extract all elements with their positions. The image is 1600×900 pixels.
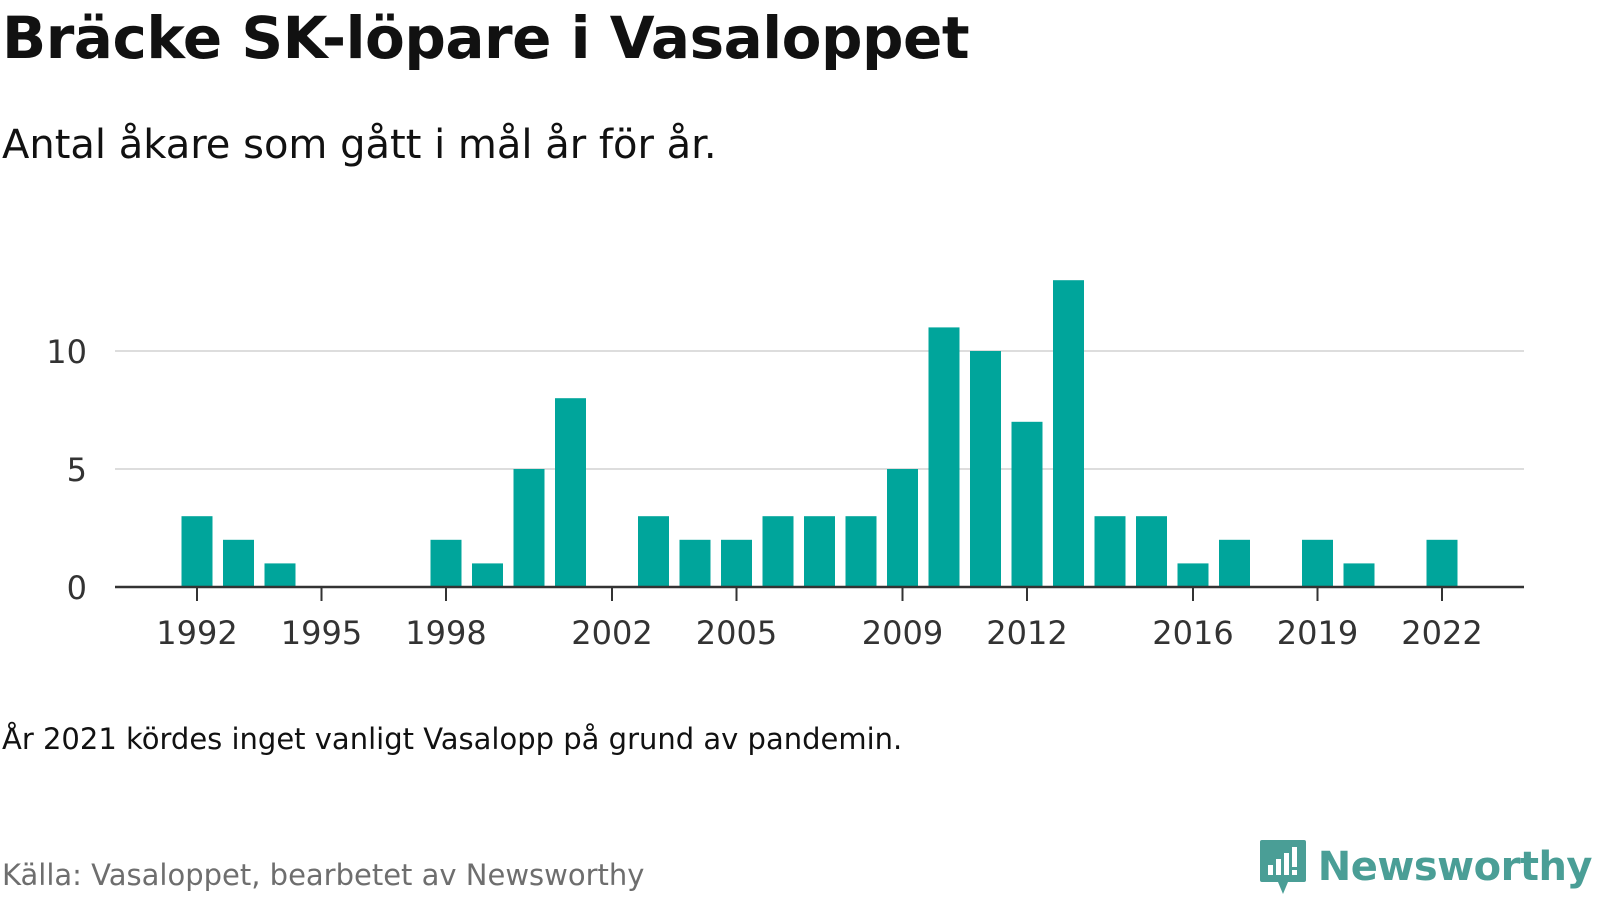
bar-2010 — [928, 327, 960, 587]
brand-logo[interactable]: Newsworthy — [1258, 838, 1593, 896]
grid-lines — [115, 350, 1524, 470]
bar-2016 — [1177, 563, 1209, 587]
bar-2011 — [970, 351, 1001, 587]
bar-1992 — [181, 516, 213, 587]
bar-2008 — [845, 516, 877, 587]
x-tick-label: 2012 — [986, 614, 1067, 652]
bar-2007 — [804, 516, 835, 587]
bar-2009 — [887, 469, 918, 587]
bar-1994 — [264, 563, 296, 587]
bar-2014 — [1094, 516, 1126, 587]
x-tick-label: 1995 — [281, 614, 362, 652]
axes — [115, 585, 1524, 601]
bars — [181, 280, 1458, 587]
y-tick-label: 5 — [67, 451, 87, 489]
bar-2004 — [679, 539, 711, 587]
x-tick-label: 1992 — [156, 614, 237, 652]
bar-1998 — [430, 539, 462, 587]
bar-2012 — [1011, 421, 1043, 587]
bar-2015 — [1136, 516, 1167, 587]
bar-2022 — [1426, 539, 1458, 587]
chart-title: Bräcke SK-löpare i Vasaloppet — [2, 4, 970, 72]
source-text: Källa: Vasaloppet, bearbetet av Newswort… — [2, 858, 645, 892]
bar-2020 — [1343, 563, 1375, 587]
x-tick-label: 2022 — [1401, 614, 1482, 652]
x-tick-label: 2019 — [1277, 614, 1358, 652]
y-tick-label: 0 — [67, 569, 87, 607]
bar-1999 — [472, 563, 503, 587]
bar-2013 — [1053, 280, 1084, 587]
newsworthy-logo-icon — [1259, 840, 1306, 894]
y-tick-label: 10 — [46, 333, 87, 371]
bar-2005 — [721, 539, 752, 587]
x-tick-label: 2016 — [1152, 614, 1233, 652]
x-tick-label: 2005 — [696, 614, 777, 652]
chart-footnote: År 2021 kördes inget vanligt Vasalopp på… — [2, 722, 903, 756]
bar-2006 — [762, 516, 794, 587]
chart-subtitle: Antal åkare som gått i mål år för år. — [2, 122, 717, 168]
brand-name: Newsworthy — [1317, 844, 1593, 890]
bar-1993 — [223, 539, 254, 587]
x-tick-label: 2002 — [571, 614, 652, 652]
bar-2017 — [1219, 539, 1250, 587]
x-tick-label: 1998 — [405, 614, 486, 652]
bar-2003 — [638, 516, 669, 587]
bar-2000 — [513, 469, 545, 587]
bar-chart: 0 5 10 1992 1995 1998 2002 2005 2009 2012 2016 2019… — [46, 280, 1524, 652]
bar-2019 — [1302, 539, 1333, 587]
tick-labels: 0 5 10 1992 1995 1998 2002 2005 2009 2012 2016 2019… — [46, 333, 1482, 652]
bar-2001 — [555, 398, 586, 587]
x-tick-label: 2009 — [862, 614, 943, 652]
